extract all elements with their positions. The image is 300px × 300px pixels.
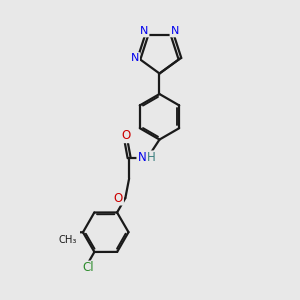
Text: N: N [131,53,139,63]
Text: CH₃: CH₃ [58,236,77,245]
Text: O: O [114,192,123,205]
Text: N: N [140,26,148,36]
Text: N: N [170,26,179,36]
Text: N: N [137,152,146,164]
Text: O: O [121,129,130,142]
Text: H: H [147,152,156,164]
Text: Cl: Cl [82,262,94,275]
